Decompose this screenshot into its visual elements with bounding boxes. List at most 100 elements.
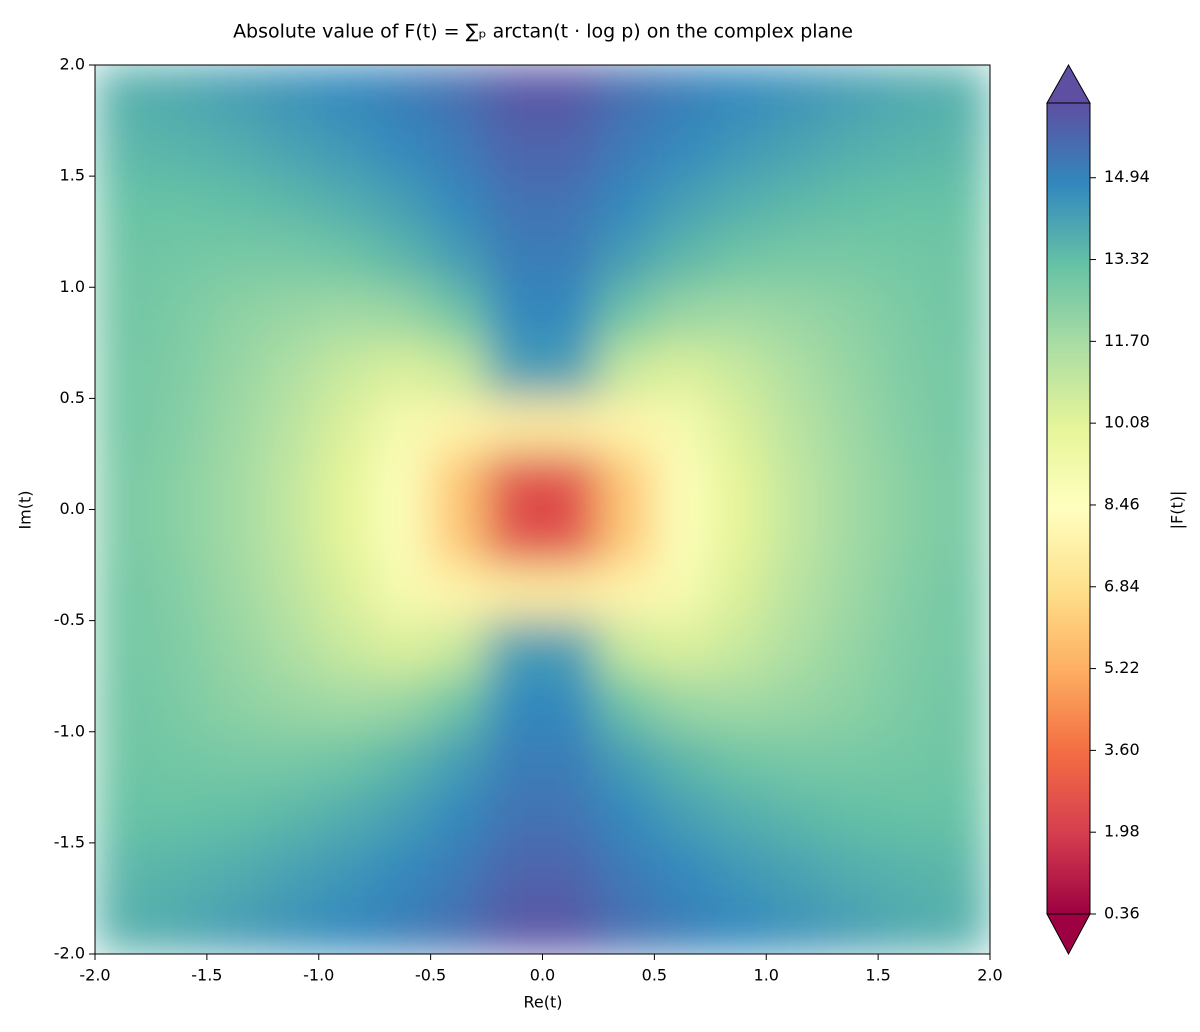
heatmap-cell — [933, 453, 990, 510]
heatmap-cell — [821, 453, 879, 510]
heatmap-cell — [653, 564, 711, 622]
heatmap-cell — [597, 342, 655, 399]
heatmap-cell — [877, 842, 935, 899]
heatmap-cell — [262, 564, 320, 622]
heatmap-cell — [597, 897, 655, 954]
heatmap-cell — [709, 675, 767, 733]
heatmap-cell — [542, 620, 599, 677]
colorbar-extend-bottom — [1046, 913, 1091, 956]
heatmap-cell — [430, 842, 488, 899]
heatmap-cell — [821, 342, 879, 399]
heatmap-cell — [206, 231, 264, 288]
heatmap-cell — [765, 509, 823, 566]
heatmap-cell — [318, 620, 376, 677]
heatmap-cell — [262, 175, 320, 233]
heatmap-cell — [542, 65, 599, 122]
heatmap-cell — [150, 397, 208, 455]
heatmap-cell — [486, 897, 543, 954]
heatmap-cell — [374, 175, 432, 233]
heatmap-cell — [95, 564, 152, 622]
heatmap-cell — [150, 65, 208, 122]
x-axis-label: Re(t) — [524, 993, 563, 1012]
heatmap-cell — [933, 509, 990, 566]
heatmap-cell — [430, 342, 488, 399]
heatmap-cell — [318, 65, 376, 122]
heatmap-cell — [150, 842, 208, 899]
heatmap-cell — [709, 842, 767, 899]
heatmap-cell — [933, 675, 990, 733]
heatmap-cell — [653, 897, 711, 954]
heatmap-cell — [765, 842, 823, 899]
heatmap-cell — [430, 397, 488, 455]
heatmap-cell — [374, 453, 432, 510]
heatmap-cell — [430, 65, 488, 122]
heatmap-cell — [486, 342, 543, 399]
heatmap-cell — [206, 731, 264, 788]
heatmap-cell — [933, 897, 990, 954]
heatmap-cell — [821, 786, 879, 844]
heatmap-cell — [653, 786, 711, 844]
heatmap-cell — [653, 286, 711, 344]
heatmap-cell — [933, 731, 990, 788]
heatmap-cell — [150, 564, 208, 622]
heatmap-cell — [318, 286, 376, 344]
heatmap-cell — [374, 675, 432, 733]
heatmap-cell — [206, 842, 264, 899]
heatmap-cell — [597, 786, 655, 844]
heatmap-cell — [318, 842, 376, 899]
heatmap-cell — [430, 286, 488, 344]
heatmap-cell — [877, 286, 935, 344]
y-tick-label: 0.5 — [60, 388, 85, 407]
x-tick-label: 0.0 — [530, 966, 555, 985]
heatmap-cell — [262, 120, 320, 177]
heatmap-cell — [262, 286, 320, 344]
heatmap-cell — [262, 897, 320, 954]
colorbar-tick-label: 11.70 — [1104, 331, 1150, 350]
heatmap-cell — [262, 231, 320, 288]
heatmap-cell — [653, 397, 711, 455]
heatmap-cell — [262, 65, 320, 122]
heatmap-cell — [709, 786, 767, 844]
heatmap-cell — [95, 620, 152, 677]
heatmap-cell — [430, 897, 488, 954]
heatmap-cell — [709, 231, 767, 288]
heatmap-cell — [933, 231, 990, 288]
heatmap-cell — [486, 65, 543, 122]
heatmap-cell — [542, 453, 599, 510]
colorbar-tick-label: 6.84 — [1104, 576, 1140, 595]
heatmap-cell — [318, 897, 376, 954]
heatmap-cell — [653, 231, 711, 288]
heatmap-cell — [709, 175, 767, 233]
y-tick-label: 1.5 — [60, 166, 85, 185]
heatmap-cell — [95, 509, 152, 566]
heatmap-cell — [877, 786, 935, 844]
heatmap-cell — [318, 509, 376, 566]
heatmap-cell — [374, 786, 432, 844]
y-tick-label: 1.0 — [60, 277, 85, 296]
x-tick-label: 2.0 — [977, 966, 1002, 985]
heatmap-cell — [821, 564, 879, 622]
heatmap-cell — [374, 620, 432, 677]
heatmap-cell — [95, 397, 152, 455]
heatmap-cell — [542, 731, 599, 788]
heatmap-cell — [821, 286, 879, 344]
heatmap-cell — [821, 731, 879, 788]
heatmap-cell — [206, 897, 264, 954]
heatmap-cell — [821, 842, 879, 899]
x-tick-label: -1.0 — [303, 966, 334, 985]
heatmap-cell — [318, 231, 376, 288]
colorbar-tick-label: 5.22 — [1104, 658, 1140, 677]
heatmap-cell — [95, 120, 152, 177]
heatmap-cell — [765, 397, 823, 455]
heatmap-cell — [597, 453, 655, 510]
heatmap-cell — [821, 231, 879, 288]
heatmap-cell — [877, 731, 935, 788]
heatmap-cell — [653, 453, 711, 510]
heatmap-cell — [709, 620, 767, 677]
heatmap-cell — [430, 509, 488, 566]
heatmap-cell — [709, 564, 767, 622]
heatmap-cell — [206, 786, 264, 844]
heatmap-cell — [709, 120, 767, 177]
heatmap-cell — [933, 175, 990, 233]
heatmap-cell — [765, 786, 823, 844]
